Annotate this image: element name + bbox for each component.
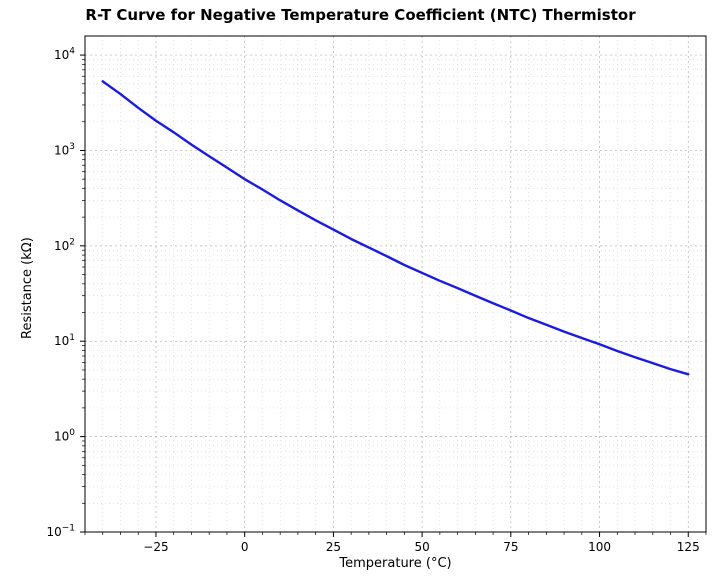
x-tick-label: 0 bbox=[241, 540, 249, 554]
x-tick-label: −25 bbox=[143, 540, 168, 554]
y-tick-label: 100 bbox=[54, 428, 75, 443]
chart-svg: −25 0 25 50 75 100 125 10−1 100 101 102 103 104 bbox=[0, 0, 721, 576]
chart-title: R-T Curve for Negative Temperature Coeff… bbox=[0, 6, 721, 24]
y-axis-label: Resistance (kΩ) bbox=[20, 237, 35, 339]
x-tick-label: 100 bbox=[588, 540, 611, 554]
y-tick-label: 101 bbox=[54, 333, 75, 348]
x-tick-label: 25 bbox=[326, 540, 341, 554]
y-tick-label: 10−1 bbox=[46, 524, 75, 539]
x-tick-label: 50 bbox=[414, 540, 429, 554]
chart-container: R-T Curve for Negative Temperature Coeff… bbox=[0, 0, 721, 576]
y-tick-label: 102 bbox=[54, 237, 75, 252]
x-axis-label: Temperature (°C) bbox=[85, 556, 706, 571]
x-tick-label: 75 bbox=[503, 540, 518, 554]
x-tick-label: 125 bbox=[677, 540, 700, 554]
y-tick-label: 103 bbox=[54, 142, 75, 157]
y-tick-label: 104 bbox=[54, 47, 75, 62]
